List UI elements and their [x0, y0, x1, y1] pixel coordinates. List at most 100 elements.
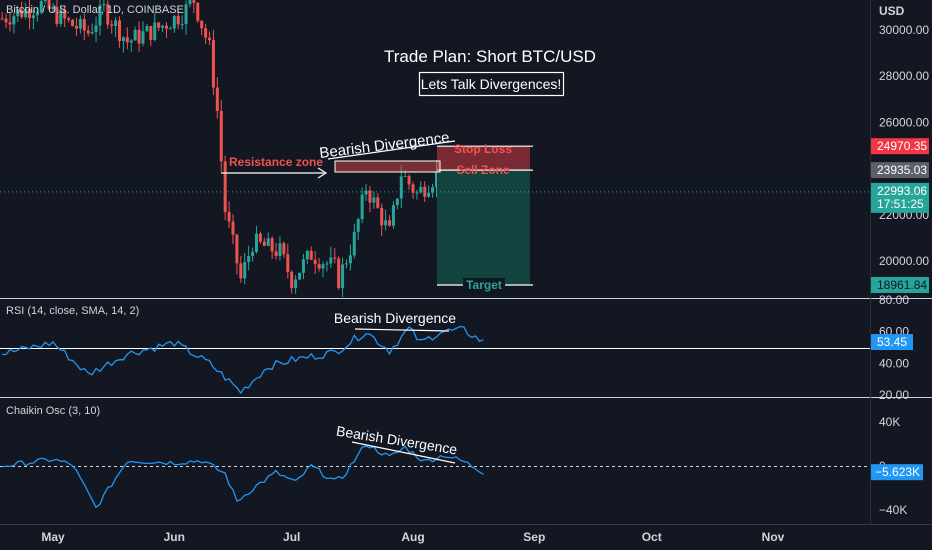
stop-loss-badge-text: 24970.35: [877, 139, 927, 153]
candle-body: [0, 18, 4, 20]
target-badge-text: 18961.84: [877, 278, 927, 292]
candle-body: [356, 219, 360, 232]
candle-body: [176, 15, 180, 25]
candle-body: [243, 261, 247, 279]
candle-body: [227, 211, 231, 222]
candle-body: [137, 29, 141, 44]
candle-body: [8, 22, 12, 25]
candle-body: [16, 9, 20, 17]
rsi-value-badge[interactable]: [871, 334, 913, 351]
candle-body: [98, 5, 102, 26]
chaikin-line: [1, 445, 484, 509]
candle-body: [208, 37, 212, 41]
candle-body: [384, 220, 388, 226]
candle-body: [125, 37, 129, 43]
candle-body: [298, 272, 302, 280]
resistance-arrow-head: [317, 167, 328, 179]
target-label: Target: [466, 278, 502, 292]
candle-body: [4, 18, 8, 23]
candle-body: [94, 25, 98, 33]
time-tick-oct: Oct: [642, 530, 662, 544]
candle-body: [282, 243, 286, 255]
candle-body: [149, 26, 153, 40]
candle-body: [341, 264, 345, 289]
trade-plan-zones[interactable]: Stop Loss Sell Zone Target: [437, 142, 533, 292]
candle-body: [153, 22, 157, 40]
price-divergence-line: [327, 140, 456, 160]
candle-body: [286, 254, 290, 272]
candle-body: [337, 258, 341, 289]
candle-body: [325, 263, 329, 265]
chaikin-tick-label: −40K: [879, 503, 907, 517]
candle-body: [67, 18, 71, 20]
candle-body: [399, 176, 403, 199]
last-price-badge[interactable]: [871, 182, 929, 213]
candle-body: [114, 20, 118, 26]
candle-body: [102, 4, 106, 6]
candle-body: [321, 264, 325, 269]
candle-body: [352, 231, 356, 256]
stop-loss-label: Stop Loss: [454, 142, 512, 156]
stop-loss-zone[interactable]: [437, 146, 530, 171]
candle-body: [82, 19, 86, 31]
stop-loss-badge[interactable]: [871, 138, 929, 155]
candle-body: [39, 1, 43, 13]
candle-body: [415, 192, 419, 194]
target-badge[interactable]: [871, 276, 929, 293]
rsi-tick-label: 80.00: [879, 293, 909, 307]
candle-body: [360, 194, 364, 220]
candle-body: [368, 190, 372, 203]
rsi-tick-label: 40.00: [879, 356, 909, 370]
candle-body: [172, 15, 176, 29]
sell-zone-badge-text: 23935.03: [877, 163, 927, 177]
candle-body: [211, 40, 215, 88]
candle-body: [188, 0, 192, 5]
target-label-bg: [463, 277, 505, 292]
price-tick-label: 26000.00: [879, 115, 929, 129]
candle-body: [301, 259, 305, 273]
candle-body: [164, 25, 168, 29]
candle-body: [129, 40, 133, 43]
time-tick-nov: Nov: [762, 530, 785, 544]
candle-body: [364, 190, 368, 195]
candle-body: [317, 264, 321, 269]
candle-body: [24, 8, 28, 18]
chaikin-tick-label: 40K: [879, 415, 900, 429]
candle-body: [313, 259, 317, 265]
subtitle-box: [418, 71, 565, 97]
candle-body: [219, 110, 223, 162]
candle-body: [196, 2, 200, 21]
price-axis[interactable]: 30000.0028000.0026000.0022000.0020000.00…: [871, 23, 929, 517]
candle-body: [427, 192, 431, 197]
candle-body: [141, 31, 145, 44]
chaikin-label[interactable]: Chaikin Osc (3, 10): [6, 405, 101, 417]
time-axis[interactable]: May Jun Jul Aug Sep Oct Nov: [41, 530, 784, 544]
price-tick-label: 20000.00: [879, 254, 929, 268]
candle-body: [388, 220, 392, 226]
candle-body: [145, 26, 149, 32]
trade-plan-title: Trade Plan: Short BTC/USD: [384, 47, 596, 66]
candle-body: [78, 19, 82, 29]
rsi-label[interactable]: RSI (14, close, SMA, 14, 2): [6, 305, 140, 317]
symbol-title[interactable]: Bitcoin / U.S. Dollar, 1D, COINBASE: [6, 4, 184, 16]
candle-body: [184, 4, 188, 25]
chaikin-value-text: −5.623K: [875, 465, 920, 479]
candle-body: [63, 9, 67, 19]
candle-body: [348, 255, 352, 264]
resistance-zone-box: [334, 160, 441, 173]
sell-zone-badge[interactable]: [871, 162, 929, 179]
candle-body: [380, 207, 384, 226]
target-zone[interactable]: [437, 170, 530, 285]
price-tick-label: 28000.00: [879, 69, 929, 83]
candle-body: [121, 37, 125, 42]
candle-body: [110, 24, 114, 26]
chaikin-value-badge[interactable]: [871, 464, 923, 481]
time-tick-sep: Sep: [523, 530, 545, 544]
candle-body: [118, 20, 122, 42]
candle-body: [270, 238, 274, 252]
candle-body: [71, 19, 75, 26]
candle-body: [157, 22, 161, 28]
candle-body: [223, 161, 227, 212]
last-price-badge-text: 22993.06: [877, 184, 927, 198]
